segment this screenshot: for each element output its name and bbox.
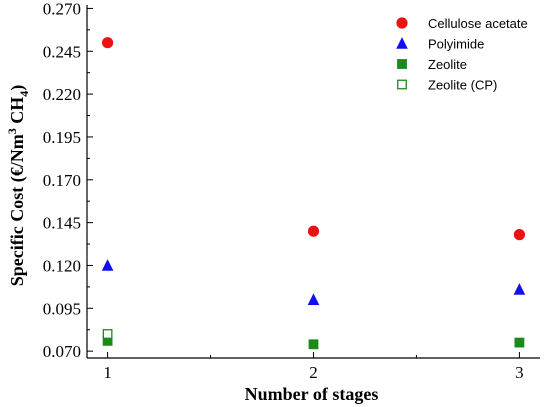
legend-marker-zeolite-cp xyxy=(397,79,407,90)
y-axis-label-mid: CH xyxy=(7,97,27,129)
y-tick-label: 0.195 xyxy=(43,128,81,147)
y-tick-label: 0.120 xyxy=(43,256,81,275)
data-point-polyimide xyxy=(307,293,320,305)
y-tick-label: 0.170 xyxy=(43,171,81,190)
y-axis-ticks: 0.070 0.095 0.120 0.145 0.170 0.195 0.220 0.245… xyxy=(43,0,93,361)
x-axis-label: Number of stages xyxy=(245,384,379,404)
y-tick-label: 0.145 xyxy=(43,214,81,233)
axes xyxy=(86,5,540,359)
legend-marker-zeolite xyxy=(397,59,407,69)
x-tick-label: 1 xyxy=(103,363,112,382)
legend-label-polyimide: Polyimide xyxy=(428,37,484,52)
data-point-cellulose-acetate xyxy=(101,37,114,49)
legend-label-cellulose-acetate: Cellulose acetate xyxy=(428,16,528,31)
y-tick-label: 0.095 xyxy=(43,299,81,318)
y-tick-label: 0.270 xyxy=(43,0,81,18)
legend-marker-polyimide xyxy=(396,37,408,49)
x-tick-label: 3 xyxy=(515,363,524,382)
data-point-cellulose-acetate xyxy=(513,229,526,241)
y-tick-label: 0.220 xyxy=(43,85,81,104)
x-axis-ticks: 1 2 3 xyxy=(103,352,524,382)
data-point-cellulose-acetate xyxy=(307,225,320,237)
data-point-polyimide xyxy=(101,259,114,271)
data-point-zeolite xyxy=(308,339,319,350)
y-axis-label-end: ) xyxy=(7,85,28,91)
y-tick-label: 0.245 xyxy=(43,42,81,61)
x-tick-label: 2 xyxy=(309,363,318,382)
y-axis-label-sub: 4 xyxy=(17,91,31,97)
data-point-polyimide xyxy=(513,283,526,295)
legend: Cellulose acetate Polyimide Zeolite Zeolite… xyxy=(396,16,528,93)
y-axis-label: Specific Cost (€/Nm3 CH4) xyxy=(5,85,31,286)
legend-marker-cellulose-acetate xyxy=(396,17,408,29)
data-point-zeolite-cp xyxy=(102,329,113,339)
legend-label-zeolite: Zeolite xyxy=(428,57,467,72)
y-axis-label-sup: 3 xyxy=(5,128,19,134)
y-tick-label: 0.070 xyxy=(43,342,81,361)
y-axis-label-main: Specific Cost (€/Nm xyxy=(7,134,28,286)
data-points xyxy=(101,37,526,350)
legend-label-zeolite-cp: Zeolite (CP) xyxy=(428,78,497,93)
data-point-zeolite xyxy=(514,337,525,348)
